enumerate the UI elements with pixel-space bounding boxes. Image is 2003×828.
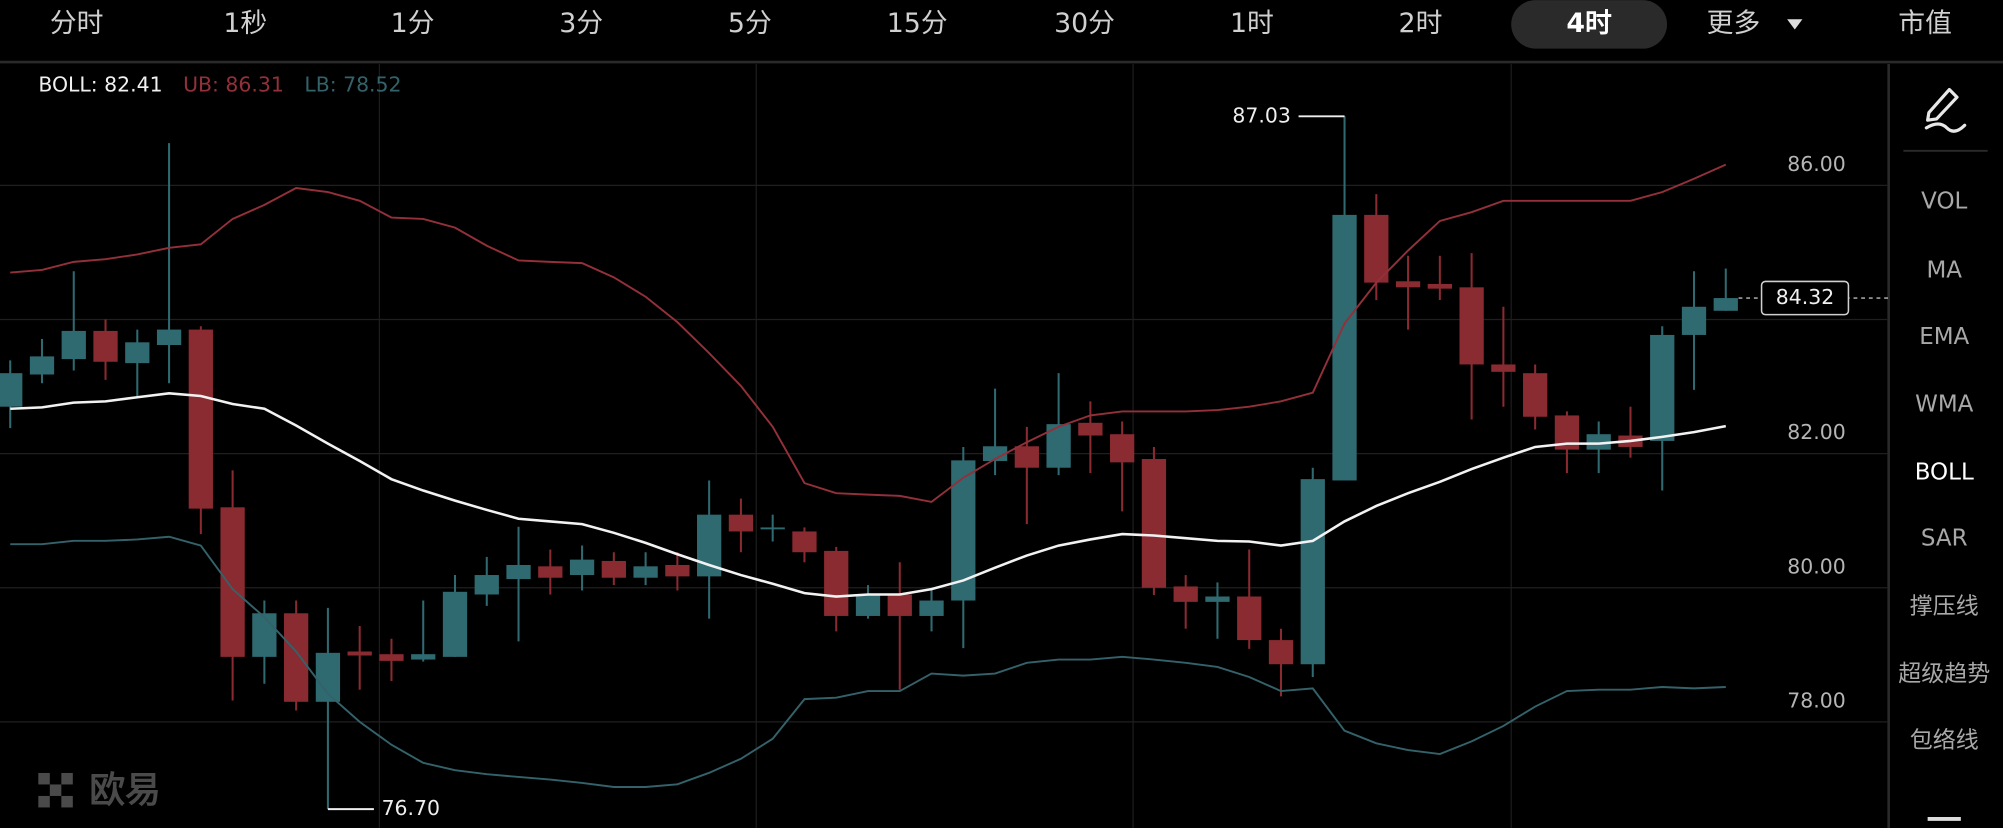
candle-body [1110,434,1135,463]
candle-body [601,560,626,578]
pencil [1926,87,1959,122]
indicator-option[interactable]: WMA [1915,392,1974,418]
candle-body [506,564,531,580]
candle-body [379,654,404,661]
candle-body [824,550,849,616]
candle-body [252,613,277,657]
candle-body [728,514,754,532]
indicator-option[interactable]: VOL [1921,188,1967,214]
timeframe-tab[interactable]: 30分 [1054,8,1115,39]
candle-body [887,594,912,616]
timeframe-tab[interactable]: 5分 [728,8,772,39]
candle-body [1237,596,1262,641]
timeframe-tab[interactable]: 1秒 [223,8,267,39]
logo-cell [38,772,50,785]
logo-cell [49,784,62,796]
candle-body [220,507,245,657]
candle-body [569,559,595,576]
candle-body [411,654,436,660]
y-tick-label: 82.00 [1787,420,1845,444]
candle-body [1014,446,1039,468]
candle-body [188,329,213,509]
candle-body [29,356,55,375]
candle-body [792,531,817,553]
boll-line [10,392,1727,598]
candle-body [982,446,1008,462]
watermark: 欧易 [89,770,160,811]
active-tab-pill [1511,0,1668,49]
candle-body [538,566,563,578]
indicator-option[interactable]: 撑压线 [1910,593,1979,619]
candle-body [284,613,309,702]
candle-body [760,527,785,530]
low-label: 76.70 [382,796,440,820]
y-tick-label: 78.00 [1787,688,1845,712]
candle-body [1427,283,1452,289]
current-price: 84.32 [1776,285,1834,309]
candle-body [1491,364,1516,372]
candle-body [1586,434,1611,450]
timeframe-tab[interactable]: 市值 [1898,8,1952,39]
boll-line [10,535,1726,788]
candle-body [665,564,690,577]
candle-body [1141,459,1167,588]
timeframe-tab[interactable]: 分时 [50,8,104,39]
candle-body [1173,586,1198,602]
candle-body [1681,306,1707,335]
timeframe-tab[interactable]: 15分 [887,8,948,39]
logo-cell [61,795,73,808]
legend-entry: BOLL: 82.41 [38,73,162,97]
candle-body [633,566,658,578]
candle-body [855,594,881,616]
y-tick-label: 80.00 [1787,554,1845,578]
candle-body [1205,596,1230,602]
candle-body [442,591,468,657]
indicator-option[interactable]: 包络线 [1910,728,1979,754]
candle-body [1332,214,1357,481]
timeframe-tab[interactable]: 3分 [559,8,603,39]
candle-body [1364,214,1389,283]
candle-body [1268,640,1294,665]
candle-body [474,575,499,595]
logo-cell [61,772,73,785]
legend-entry: LB: 78.52 [304,73,401,97]
timeframe-tab[interactable]: 2时 [1399,8,1443,39]
price-box [1760,280,1850,316]
indicator-option[interactable]: SAR [1921,526,1968,552]
candle-body [0,373,23,407]
boll-line [10,163,1727,503]
logo-cell [38,795,50,808]
indicator-option[interactable]: BOLL [1915,459,1974,485]
candle-body [1078,422,1103,436]
candle-body [1713,298,1738,311]
timeframe-tab[interactable]: 1时 [1230,8,1274,39]
more-caret[interactable] [1787,19,1803,30]
candle-body [919,600,944,616]
draw-tool-icon[interactable] [1924,87,1967,133]
candle-body [1459,287,1484,365]
timeframe-tab[interactable]: 更多 [1707,8,1761,39]
legend-entry: UB: 86.31 [183,73,284,97]
pencil-stroke [1924,122,1967,133]
candle-body [125,342,150,364]
indicator-option[interactable]: MA [1926,257,1962,283]
y-tick-label: 86.00 [1787,152,1845,176]
candle-body [93,330,118,362]
indicator-option[interactable]: 超级趋势 [1898,661,1990,687]
timeframe-tab[interactable]: 4时 [1566,8,1612,39]
candle-body [1650,334,1675,441]
indicator-option[interactable]: EMA [1919,324,1969,350]
candle-body [1395,281,1421,288]
watermark-logo [38,772,73,808]
candle-body [156,329,182,345]
timeframe-tab[interactable]: 1分 [391,8,435,39]
candle-body [61,330,86,360]
candle-body [1300,479,1325,665]
candle-body [347,651,372,656]
candle-body [1523,373,1548,417]
high-label: 87.03 [1232,103,1290,127]
